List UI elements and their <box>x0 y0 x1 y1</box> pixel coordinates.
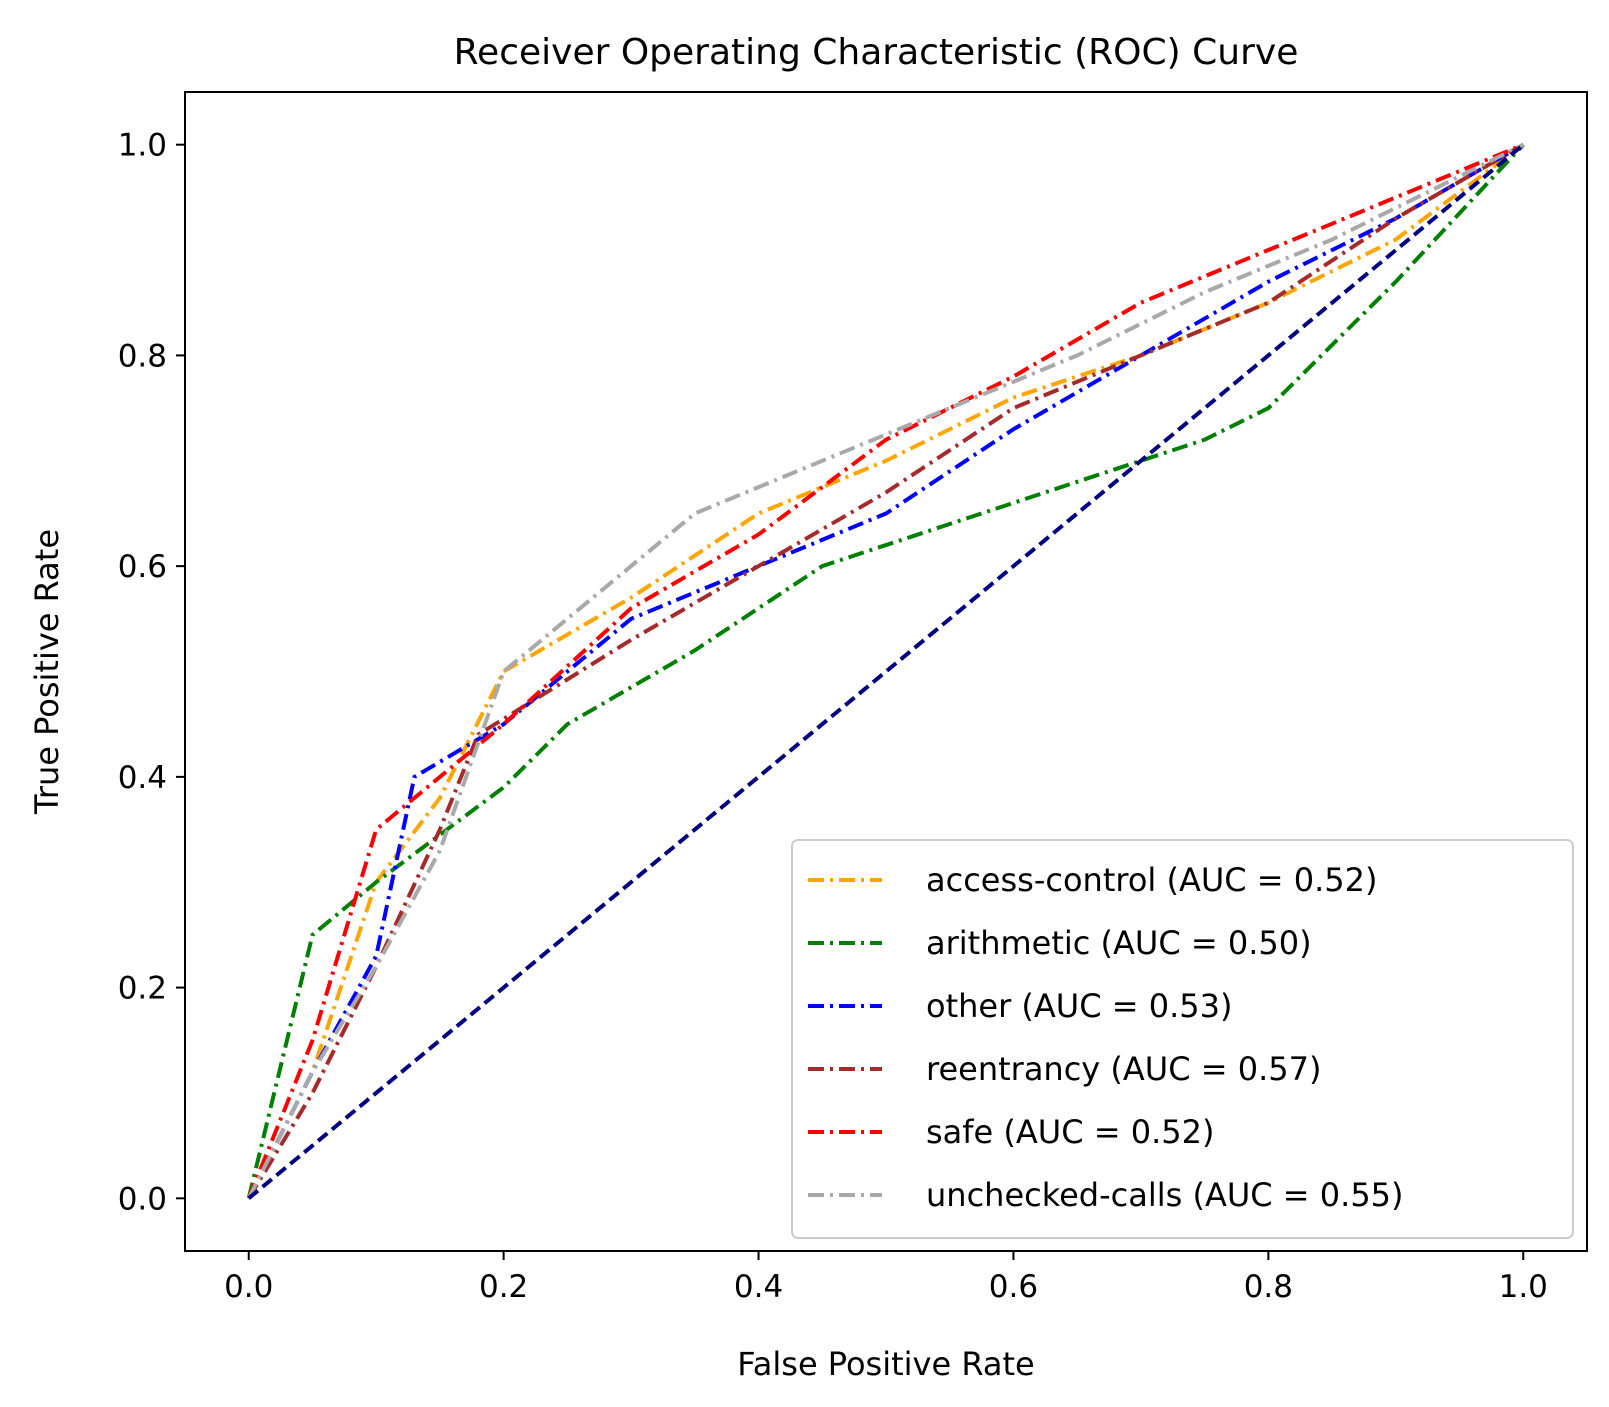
y-tick-label: 0.4 <box>118 760 167 796</box>
chart-title: Receiver Operating Characteristic (ROC) … <box>454 32 1299 73</box>
y-tick-label: 0.8 <box>118 338 167 374</box>
y-tick-label: 0.2 <box>118 971 167 1007</box>
x-tick-label: 0.0 <box>224 1269 273 1305</box>
legend-box <box>791 839 1574 1239</box>
legend-label: unchecked-calls (AUC = 0.55) <box>926 1176 1404 1214</box>
x-axis: 0.0 0.2 0.4 0.6 0.8 1.0 <box>224 1251 1548 1305</box>
series-line-1 <box>246 143 1525 1199</box>
legend: access-control (AUC = 0.52) arithmetic (A… <box>791 839 1574 1239</box>
legend-label: access-control (AUC = 0.52) <box>926 861 1378 899</box>
series-layer <box>246 142 1525 1200</box>
legend-label: safe (AUC = 0.52) <box>926 1113 1214 1151</box>
y-tick-label: 1.0 <box>118 128 167 164</box>
y-tick-label: 0.6 <box>118 549 167 585</box>
y-tick-label: 0.0 <box>118 1181 167 1217</box>
legend-label: arithmetic (AUC = 0.50) <box>926 924 1312 962</box>
x-tick-label: 1.0 <box>1499 1269 1548 1305</box>
x-tick-label: 0.8 <box>1244 1269 1293 1305</box>
y-axis: 0.0 0.2 0.4 0.6 0.8 1.0 <box>118 128 185 1217</box>
plot-frame <box>184 91 1588 1252</box>
series-line-4 <box>246 142 1525 1200</box>
x-tick-label: 0.6 <box>989 1269 1038 1305</box>
x-tick-label: 0.4 <box>734 1269 783 1305</box>
legend-label: reentrancy (AUC = 0.57) <box>926 1050 1321 1088</box>
series-line-6 <box>247 143 1525 1200</box>
series-line-2 <box>246 142 1525 1200</box>
x-axis-label: False Positive Rate <box>737 1345 1034 1383</box>
legend-label: other (AUC = 0.53) <box>926 987 1232 1025</box>
series-line-3 <box>246 142 1525 1200</box>
x-tick-label: 0.2 <box>479 1269 528 1305</box>
y-axis-label: True Positive Rate <box>28 529 66 815</box>
